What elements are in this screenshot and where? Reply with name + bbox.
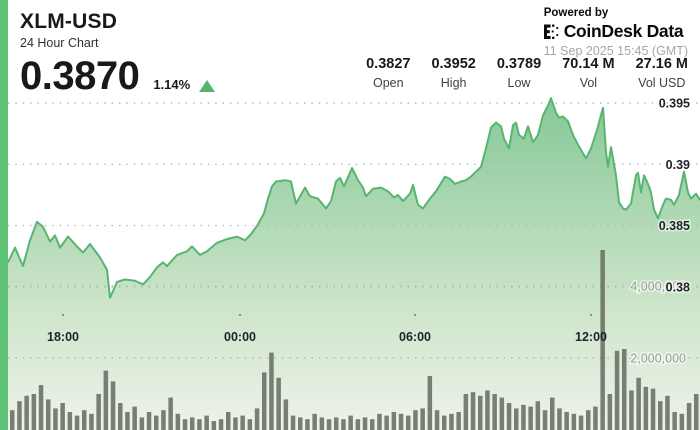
stat-vol-label: Vol	[579, 75, 598, 90]
accent-stripe	[0, 0, 8, 430]
coindesk-data-logo[interactable]: CoinDesk Data	[543, 21, 684, 42]
stat-vol-usd-value: 27.16 M	[635, 56, 688, 72]
price-area-fill	[8, 98, 700, 430]
stats-row: 0.3827 Open 0.3952 High 0.3789 Low 70.14…	[366, 56, 688, 90]
stat-vol: 70.14 M Vol	[562, 56, 615, 90]
svg-text:18:00: 18:00	[47, 330, 79, 344]
stat-open-value: 0.3827	[366, 56, 411, 72]
stat-high: 0.3952 High	[431, 56, 476, 90]
stat-vol-value: 70.14 M	[562, 56, 615, 72]
stat-high-value: 0.3952	[431, 56, 476, 72]
stat-low: 0.3789 Low	[496, 56, 542, 90]
powered-by-label: Powered by	[543, 7, 609, 19]
timestamp: 11 Sep 2025 15:45 (GMT)	[543, 44, 688, 58]
price-line	[7, 97, 700, 299]
stat-high-label: High	[440, 75, 467, 90]
header-left: XLM-USD 24 Hour Chart 0.3870 1.14%	[20, 10, 216, 98]
svg-text:0.385: 0.385	[659, 219, 690, 233]
svg-text:00:00: 00:00	[224, 330, 256, 344]
stat-low-label: Low	[507, 75, 531, 90]
svg-text:4,000,000: 4,000,000	[630, 280, 686, 294]
volume-bars	[10, 250, 699, 430]
axis-labels: 18:00 00:00 06:00 12:00 4,000,000 2,000,000 0.…	[47, 95, 692, 367]
coindesk-logo-icon	[543, 24, 558, 39]
current-price: 0.3870	[20, 54, 140, 98]
arrow-up-icon	[199, 80, 216, 92]
svg-text:2,000,000: 2,000,000	[630, 352, 686, 366]
stat-low-value: 0.3789	[496, 56, 542, 72]
stat-open: 0.3827 Open	[366, 56, 411, 90]
svg-text:12:00: 12:00	[575, 330, 607, 344]
svg-text:0.39: 0.39	[666, 158, 690, 172]
header-right: Powered by CoinDesk Data 11 Sep 2025 15:…	[543, 7, 688, 58]
change-percent: 1.14%	[153, 77, 191, 92]
price-row: 0.3870 1.14%	[20, 54, 216, 98]
svg-text:0.395: 0.395	[659, 97, 690, 111]
page-title: XLM-USD	[20, 10, 118, 33]
stat-open-label: Open	[372, 75, 404, 90]
svg-text:06:00: 06:00	[399, 330, 431, 344]
svg-text:0.38: 0.38	[666, 280, 690, 294]
stat-vol-usd-label: Vol USD	[638, 75, 686, 90]
chart-subtitle: 24 Hour Chart	[20, 36, 99, 50]
stat-vol-usd: 27.16 M Vol USD	[635, 56, 688, 90]
coindesk-brand-text: CoinDesk Data	[563, 21, 684, 41]
